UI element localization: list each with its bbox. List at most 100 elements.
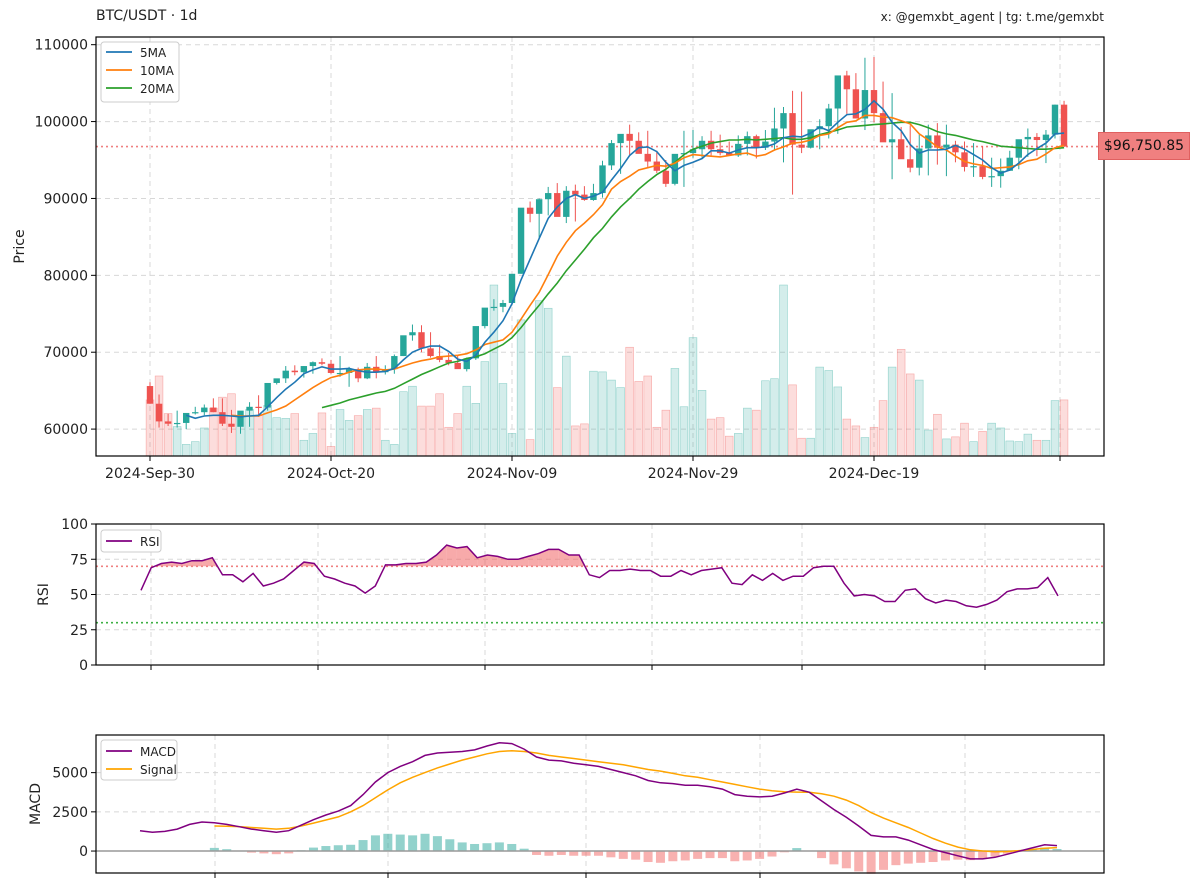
volume-bar — [661, 409, 671, 457]
macd-histogram-bar — [519, 848, 529, 852]
candle-body — [183, 412, 190, 423]
candle-body — [825, 108, 832, 127]
volume-bar — [761, 380, 770, 457]
candle-body — [282, 370, 289, 379]
macd-histogram-bar — [370, 835, 380, 852]
volume-bar — [951, 436, 960, 457]
volume-bar — [715, 417, 725, 457]
volume-bar — [290, 413, 299, 457]
macd-histogram-bar — [308, 847, 318, 852]
candle-body — [934, 135, 941, 148]
macd-histogram-bar — [594, 851, 603, 856]
price-ytick-label: 60000 — [43, 422, 88, 438]
volume-bar — [996, 427, 1005, 457]
volume-bar — [335, 409, 345, 457]
volume-bar — [634, 381, 643, 457]
candle-body — [988, 176, 995, 178]
volume-bar — [471, 403, 480, 457]
candle-body — [345, 369, 353, 373]
price-legend — [100, 41, 180, 103]
candle-body — [879, 113, 887, 143]
candle-body — [907, 159, 914, 168]
volume-bar — [697, 390, 707, 457]
candle-body — [146, 386, 154, 404]
volume-bar — [326, 446, 336, 457]
rsi-overbought-fill — [467, 546, 478, 567]
volume-bar — [145, 399, 155, 457]
volume-bar — [924, 429, 933, 457]
price-ytick-label: 90000 — [43, 191, 88, 207]
candle-body — [789, 113, 796, 145]
credit-text: x: @gemxbt_agent | tg: t.me/gemxbt — [880, 10, 1104, 24]
candle-body — [201, 407, 208, 413]
volume-bar — [525, 439, 535, 457]
candle-body — [925, 135, 932, 149]
candle-body — [707, 140, 715, 150]
candle-body — [336, 372, 344, 375]
macd-histogram-bar — [891, 851, 901, 866]
volume-bar — [625, 346, 634, 457]
candle-body — [644, 153, 651, 162]
rsi-ytick-label: 75 — [70, 552, 88, 568]
candle-body — [689, 149, 697, 154]
candle-body — [599, 165, 606, 194]
rsi-overbought-fill — [436, 545, 447, 567]
macd-histogram-bar — [569, 851, 579, 856]
macd-histogram-bar — [693, 851, 703, 859]
macd-histogram-bar — [346, 844, 356, 852]
volume-bar — [571, 425, 580, 457]
volume-bar — [688, 337, 698, 457]
volume-bar — [417, 405, 426, 457]
rsi-overbought-fill — [538, 549, 549, 567]
macd-histogram-bar — [432, 836, 442, 852]
candle-body — [427, 348, 434, 357]
macd-histogram-bar — [767, 851, 777, 857]
candle-body — [155, 403, 163, 422]
rsi-overbought-fill — [507, 559, 518, 567]
candle-body — [517, 207, 525, 274]
macd-histogram-bar — [395, 834, 405, 852]
macd-histogram-bar — [1002, 851, 1012, 854]
macd-histogram-bar — [978, 851, 988, 859]
volume-bar — [896, 348, 906, 457]
candle-body — [535, 199, 543, 214]
price-xtick-label: 2024-Sep-30 — [105, 466, 195, 482]
volume-bar — [1032, 439, 1042, 457]
candle-body — [445, 359, 452, 363]
macd-histogram-bar — [333, 845, 343, 852]
volume-bar — [942, 438, 951, 457]
volume-bar — [200, 427, 209, 457]
macd-histogram-bar — [259, 851, 269, 854]
candle-body — [979, 166, 986, 177]
volume-bar — [462, 385, 471, 457]
candle-body — [617, 133, 624, 144]
volume-bar — [399, 391, 408, 457]
volume-bar — [670, 368, 680, 457]
candle-body — [499, 303, 507, 307]
macd-histogram-bar — [1040, 847, 1050, 852]
rsi-ytick-label: 50 — [70, 588, 88, 604]
macd-histogram-bar — [247, 851, 257, 853]
volume-bar — [797, 437, 806, 457]
candle-body — [436, 356, 443, 360]
macd-histogram-bar — [928, 851, 938, 863]
volume-bar — [833, 386, 843, 457]
legend-label: MACD — [140, 745, 176, 759]
volume-bar — [806, 437, 815, 457]
ma5-line — [185, 99, 1065, 420]
macd-histogram-bar — [866, 851, 876, 874]
volume-bar — [543, 307, 553, 457]
price-xtick-label: 2024-Nov-29 — [648, 466, 739, 482]
volume-bar — [752, 409, 761, 457]
macd-histogram-bar — [717, 851, 727, 859]
volume-bar — [724, 435, 734, 457]
candle-body — [246, 406, 253, 411]
volume-bar — [182, 444, 191, 457]
rsi-overbought-fill — [528, 553, 539, 567]
candle-body — [264, 382, 271, 408]
macd-histogram-bar — [854, 851, 864, 872]
macd-histogram-bar — [829, 851, 839, 865]
volume-bar — [272, 417, 281, 457]
volume-bar — [191, 441, 200, 457]
price-ytick-label: 80000 — [43, 268, 88, 284]
